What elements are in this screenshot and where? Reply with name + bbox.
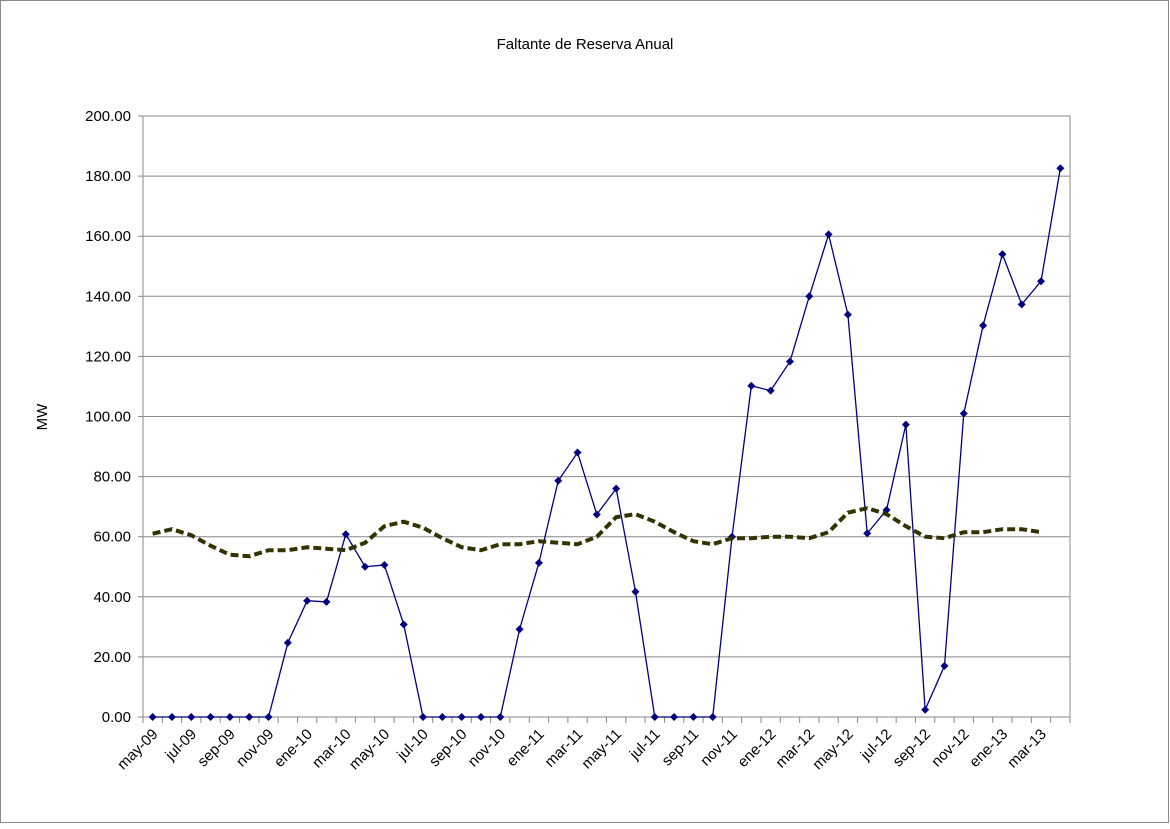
y-tick-label: 200.00	[85, 108, 131, 125]
data-point	[689, 713, 698, 721]
y-tick-label: 160.00	[85, 228, 131, 245]
data-point	[419, 713, 428, 721]
data-point	[206, 713, 215, 721]
data-point	[863, 529, 872, 538]
data-point	[167, 713, 176, 721]
data-point	[573, 448, 582, 457]
data-point	[940, 661, 949, 670]
data-point	[457, 713, 466, 721]
y-tick-label: 80.00	[93, 469, 131, 486]
data-point	[496, 713, 505, 721]
data-point	[650, 713, 659, 721]
data-point	[534, 558, 543, 567]
data-point	[1056, 164, 1065, 173]
data-point	[264, 713, 273, 721]
data-point	[438, 713, 447, 721]
data-point	[747, 381, 756, 390]
series-line	[152, 506, 1042, 559]
data-point	[399, 620, 408, 629]
data-point	[283, 638, 292, 647]
data-point	[959, 409, 968, 418]
data-point	[998, 250, 1007, 259]
data-point	[1017, 300, 1026, 309]
data-point	[979, 321, 988, 330]
y-tick-label: 60.00	[93, 529, 131, 546]
data-point	[148, 713, 157, 721]
data-point	[805, 292, 814, 301]
y-tick-label: 120.00	[85, 348, 131, 365]
data-point	[670, 713, 679, 721]
y-tick-label: 180.00	[85, 168, 131, 185]
data-point	[592, 510, 601, 519]
data-point	[341, 530, 350, 539]
y-tick-label: 40.00	[93, 589, 131, 606]
data-point	[245, 713, 254, 721]
data-point	[380, 560, 389, 569]
data-point	[225, 713, 234, 721]
data-point	[1037, 277, 1046, 286]
y-tick-label: 100.00	[85, 409, 131, 426]
y-tick-label: 0.00	[102, 709, 131, 726]
data-point	[612, 484, 621, 493]
data-point	[631, 587, 640, 596]
data-point	[476, 713, 485, 721]
series-line	[152, 168, 1061, 718]
chart-title: Faltante de Reserva Anual	[497, 36, 674, 53]
y-tick-label: 20.00	[93, 649, 131, 666]
data-point	[785, 357, 794, 366]
data-point	[303, 596, 312, 605]
data-point	[921, 705, 930, 714]
y-tick-label: 140.00	[85, 288, 131, 305]
data-point	[187, 713, 196, 721]
data-point	[901, 420, 910, 429]
data-point	[824, 230, 833, 239]
data-point	[322, 597, 331, 606]
data-point	[515, 625, 524, 634]
y-axis-label: MW	[34, 403, 51, 430]
data-point	[843, 310, 852, 319]
data-point	[708, 713, 717, 721]
data-point	[361, 562, 370, 571]
data-point	[554, 476, 563, 485]
data-point	[766, 386, 775, 395]
